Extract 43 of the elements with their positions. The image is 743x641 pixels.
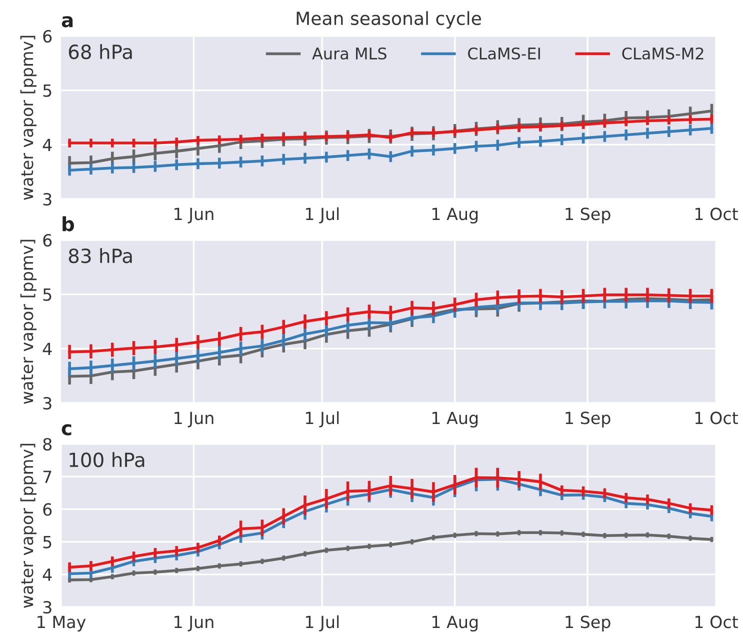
legend-label: Aura MLS	[312, 47, 386, 60]
x-tick-label: 1 Oct	[695, 616, 738, 628]
x-tick-label: 1 Sep	[566, 616, 610, 632]
y-tick-label: 3	[43, 600, 52, 614]
y-axis-title: water vapor [ppmv]	[20, 444, 37, 608]
y-tick-label: 5	[43, 84, 52, 97]
x-tick-label: 1 Sep	[566, 412, 610, 428]
y-tick-label: 4	[42, 568, 52, 581]
x-tick-label: 1 Jun	[174, 616, 214, 632]
y-tick-label: 3	[43, 192, 52, 206]
y-tick-label: 8	[43, 438, 52, 451]
x-tick-label: 1 Aug	[432, 616, 478, 632]
y-tick-label: 3	[43, 396, 52, 410]
y-tick-label: 6	[43, 503, 52, 516]
y-axis-title: water vapor [ppmv]	[20, 36, 37, 200]
y-tick-label: 4	[42, 342, 52, 355]
x-tick-label: 1 Jun	[174, 412, 214, 428]
text: c	[62, 424, 72, 436]
y-tick-label: 6	[43, 234, 52, 247]
x-tick-label: 1 May	[38, 616, 86, 632]
y-tick-label: 5	[43, 536, 52, 548]
x-tick-label: 1 Jul	[306, 615, 339, 632]
x-tick-label: 1 Jun	[174, 208, 214, 224]
text: a	[62, 16, 73, 28]
x-tick-label: 1 Jul	[306, 207, 339, 224]
x-tick-label: 1 Aug	[432, 412, 478, 428]
x-tick-label: 1 Aug	[432, 208, 478, 224]
y-tick-label: 5	[43, 288, 52, 301]
y-tick-label: 4	[42, 138, 52, 151]
annotation: 100 hPa	[70, 452, 144, 468]
y-tick-label: 7	[43, 470, 52, 483]
annotation: 83 hPa	[68, 248, 132, 264]
x-tick-label: 1 Oct	[695, 208, 738, 220]
x-tick-label: 1 Oct	[695, 412, 738, 424]
y-tick-label: 6	[43, 30, 52, 43]
annotation: 68 hPa	[68, 44, 132, 60]
chart-title: Mean seasonal cycle	[296, 11, 481, 29]
y-axis-title: water vapor [ppmv]	[20, 240, 37, 404]
x-tick-label: 1 Sep	[566, 208, 610, 224]
legend-label: CLaMS-M2	[622, 47, 704, 60]
text: b	[62, 216, 74, 232]
x-tick-label: 1 Jul	[306, 411, 339, 428]
legend-label: CLaMS-EI	[468, 47, 540, 60]
